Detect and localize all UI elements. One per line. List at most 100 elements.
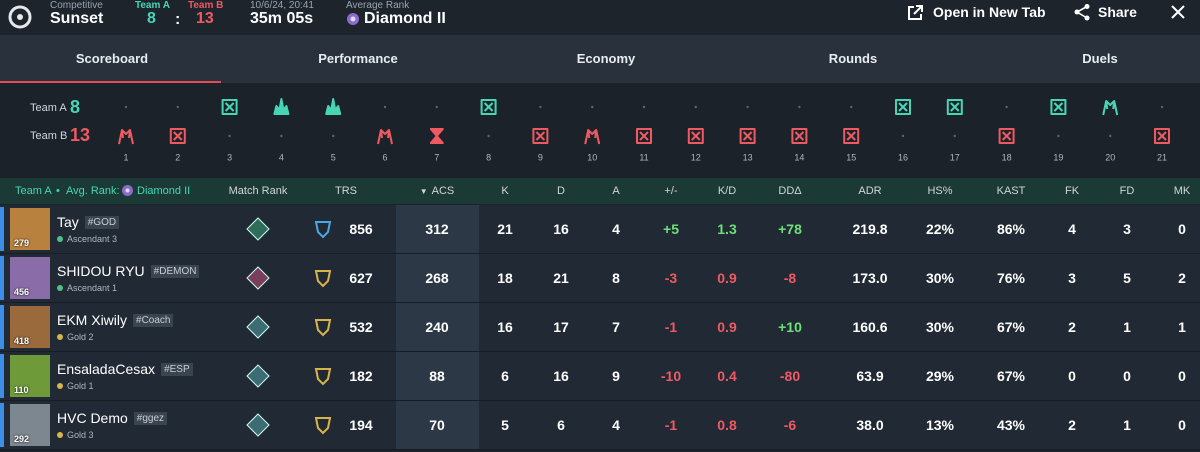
round-result (895, 99, 911, 115)
stat: 160.6 (852, 319, 888, 335)
round-result (791, 128, 808, 144)
stat: +5 (663, 221, 679, 237)
rank-dot (57, 285, 63, 291)
round-icon (1154, 128, 1170, 144)
player-row[interactable]: 110 EnsaladaCesax #ESP Gold 1 182 88 6 16 9 -10 0.… (0, 352, 1200, 401)
dot (124, 105, 128, 109)
column-header[interactable]: D (557, 185, 565, 197)
close[interactable] (1170, 4, 1186, 20)
round-result (273, 98, 290, 115)
stat: 30% (925, 270, 955, 286)
stat: 173.0 (852, 270, 888, 286)
column-label: FD (1119, 185, 1135, 197)
name: HVC Demo (57, 410, 128, 426)
open-new-tab[interactable]: Open in New Tab (933, 4, 1046, 20)
stat: -1 (664, 319, 678, 335)
team-a-score: 8 (70, 97, 80, 117)
share-icon[interactable] (1073, 3, 1091, 21)
avg-rank-label: Avg. Rank: (66, 185, 120, 197)
round-timeline: Team A 8 Team B 13 1 2 3 4 5 6 7 8 9 10 11 12 13 14 15… (30, 97, 1170, 162)
round-icon (532, 128, 549, 144)
dot (694, 105, 697, 109)
stat: -10 (660, 368, 682, 384)
stat: 627 (349, 270, 373, 286)
round-icon (687, 128, 704, 144)
column-header[interactable]: FK (1065, 185, 1079, 197)
sort-arrow: ▼ (419, 187, 428, 196)
tab[interactable]: Rounds (828, 51, 878, 66)
stat: 0.4 (717, 368, 737, 384)
dot (1057, 134, 1060, 138)
round-icon (480, 99, 497, 115)
round-number: 12 (691, 152, 701, 162)
stat: 88 (429, 368, 445, 384)
column-header[interactable]: HS% (927, 185, 952, 197)
column-header[interactable]: TRS (335, 185, 357, 197)
separator: : (175, 11, 181, 28)
rank-icon (347, 13, 359, 25)
dot (383, 105, 387, 109)
round-result (480, 99, 497, 115)
shield (314, 368, 332, 386)
player-name[interactable]: SHIDOU RYU #DEMON (57, 263, 200, 279)
round-icon (118, 129, 134, 145)
tab[interactable]: Duels (1082, 51, 1118, 66)
stat: 63.9 (856, 368, 884, 384)
open-icon[interactable] (906, 4, 924, 22)
player-row[interactable]: 418 EKM Xiwily #Coach Gold 2 532 240 16 17 7 -1 0.… (0, 303, 1200, 352)
column-header[interactable]: ADR (858, 185, 881, 197)
map: Sunset (50, 10, 104, 27)
player-name[interactable]: HVC Demo #ggez (57, 410, 168, 426)
column-header[interactable]: ▼ ACS (420, 185, 455, 197)
player-rank: Ascendant 1 (57, 283, 117, 293)
dot (280, 134, 283, 138)
stat: 7 (612, 319, 620, 335)
column-header[interactable]: A (612, 185, 619, 197)
player-name[interactable]: EnsaladaCesax #ESP (57, 361, 193, 377)
round-number: 3 (227, 152, 232, 162)
tag: #Coach (133, 314, 174, 327)
column-header[interactable]: MK (1174, 185, 1191, 197)
column-header[interactable]: KAST (997, 185, 1026, 197)
share[interactable]: Share (1098, 4, 1137, 20)
column-header[interactable]: DDΔ (778, 185, 801, 197)
player-name[interactable]: EKM Xiwily #Coach (57, 312, 174, 328)
tab[interactable]: Economy (576, 51, 636, 66)
rank-icon (122, 185, 133, 196)
column-label: KAST (996, 185, 1026, 197)
name: SHIDOU RYU (57, 263, 145, 279)
player-row[interactable]: 279 Tay #GOD Ascendant 3 856 312 21 16 4 +5 1.3 +78… (0, 205, 1200, 254)
round-result (636, 128, 652, 144)
round-icon (584, 129, 601, 145)
team-a-label: Team A (135, 0, 171, 11)
column-header[interactable]: +/- (664, 185, 677, 197)
tab[interactable]: Scoreboard (75, 51, 149, 66)
player-row[interactable]: 292 HVC Demo #ggez Gold 3 194 70 5 6 4 -1 0.8 -6 38.… (0, 401, 1200, 450)
trs-icon (314, 417, 332, 435)
level: 418 (14, 336, 30, 346)
tag: #DEMON (150, 265, 200, 278)
name: EnsaladaCesax (57, 361, 156, 377)
stat: 268 (425, 270, 449, 286)
column-header[interactable]: Match Rank (229, 185, 288, 197)
stat: 3 (1068, 270, 1076, 286)
dot (332, 134, 335, 138)
stat: 240 (425, 319, 449, 335)
column-header[interactable]: K/D (718, 185, 736, 197)
column-header[interactable]: K (501, 185, 508, 197)
player-name[interactable]: Tay #GOD (57, 214, 120, 230)
avatar (10, 257, 50, 299)
player-row[interactable]: 456 SHIDOU RYU #DEMON Ascendant 1 627 268 18 21… (0, 254, 1200, 303)
column-header[interactable]: FD (1120, 185, 1135, 197)
team-bar (0, 207, 4, 251)
badge (246, 413, 270, 437)
team-b-score: 13 (70, 125, 90, 145)
round-number: 9 (538, 152, 543, 162)
stat: 86% (996, 221, 1026, 237)
dot (1109, 134, 1112, 138)
stat: 30% (925, 319, 955, 335)
stat: 2 (1068, 417, 1076, 433)
avg-rank: Diamond II (137, 185, 191, 197)
tab[interactable]: Performance (318, 51, 398, 66)
